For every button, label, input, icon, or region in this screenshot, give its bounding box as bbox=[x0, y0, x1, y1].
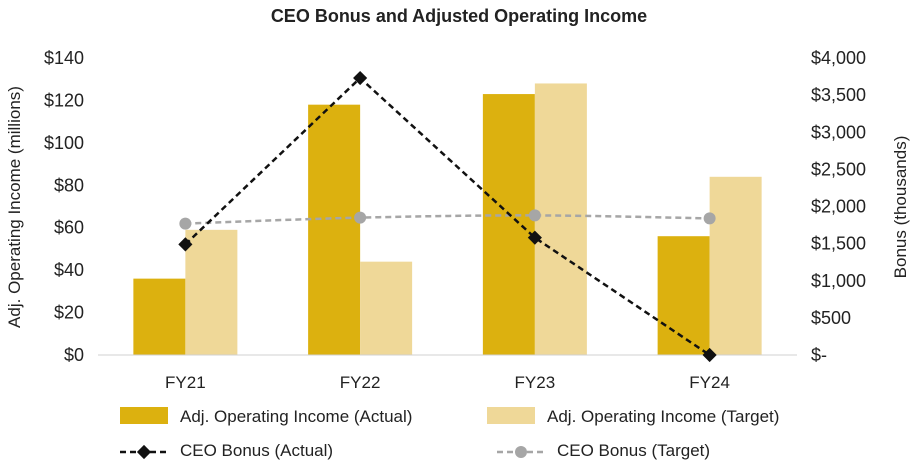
legend-label-target-income: Adj. Operating Income (Target) bbox=[547, 407, 779, 426]
category-label: FY24 bbox=[689, 373, 730, 392]
legend: Adj. Operating Income (Actual) Adj. Oper… bbox=[120, 407, 779, 460]
bar-target-income bbox=[185, 229, 238, 355]
left-tick-label: $40 bbox=[54, 260, 84, 280]
marker-target-bonus bbox=[528, 209, 541, 222]
right-tick-label: $3,000 bbox=[811, 122, 866, 142]
legend-swatch-actual-income bbox=[120, 407, 168, 424]
left-tick-label: $20 bbox=[54, 303, 84, 323]
category-labels: FY21 FY22 FY23 FY24 bbox=[165, 373, 730, 392]
line-series bbox=[178, 70, 717, 363]
right-tick-label: $1,500 bbox=[811, 234, 866, 254]
marker-target-bonus bbox=[703, 212, 716, 225]
right-tick-label: $2,500 bbox=[811, 159, 866, 179]
chart-title: CEO Bonus and Adjusted Operating Income bbox=[271, 6, 647, 26]
left-tick-label: $120 bbox=[44, 90, 84, 110]
bar-series bbox=[133, 83, 762, 356]
bar-actual-income bbox=[482, 94, 535, 356]
legend-label-actual-bonus: CEO Bonus (Actual) bbox=[180, 441, 333, 460]
legend-marker-target-bonus bbox=[515, 446, 527, 458]
right-tick-label: $4,000 bbox=[811, 48, 866, 68]
right-tick-label: $500 bbox=[811, 308, 851, 328]
bar-target-income bbox=[534, 83, 587, 355]
left-tick-label: $80 bbox=[54, 175, 84, 195]
legend-swatch-target-income bbox=[487, 407, 535, 424]
category-label: FY22 bbox=[340, 373, 381, 392]
left-tick-label: $60 bbox=[54, 218, 84, 238]
left-axis-ticks: $0 $20 $40 $60 $80 $100 $120 $140 bbox=[44, 48, 84, 365]
bar-actual-income bbox=[657, 236, 710, 355]
left-tick-label: $0 bbox=[64, 345, 84, 365]
bar-target-income bbox=[360, 261, 413, 355]
marker-target-bonus bbox=[354, 211, 367, 224]
marker-actual-bonus bbox=[702, 347, 717, 363]
marker-actual-bonus bbox=[353, 70, 368, 86]
bar-target-income bbox=[709, 176, 762, 355]
right-axis-ticks: $- $500 $1,000 $1,500 $2,000 $2,500 $3,000 $3,5… bbox=[811, 48, 866, 365]
legend-label-target-bonus: CEO Bonus (Target) bbox=[557, 441, 710, 460]
left-axis-label: Adj. Operating Income (millions) bbox=[5, 86, 24, 328]
marker-actual-bonus bbox=[527, 230, 542, 245]
bar-actual-income bbox=[133, 278, 186, 355]
right-tick-label: $- bbox=[811, 345, 827, 365]
category-label: FY23 bbox=[515, 373, 556, 392]
right-tick-label: $1,000 bbox=[811, 271, 866, 291]
right-tick-label: $2,000 bbox=[811, 197, 866, 217]
line-target-bonus bbox=[185, 214, 710, 225]
legend-marker-actual-bonus bbox=[136, 444, 152, 460]
legend-label-actual-income: Adj. Operating Income (Actual) bbox=[180, 407, 412, 426]
category-label: FY21 bbox=[165, 373, 206, 392]
marker-actual-bonus bbox=[178, 237, 193, 252]
marker-target-bonus bbox=[179, 217, 192, 230]
right-axis-label: Bonus (thousands) bbox=[891, 136, 910, 279]
right-tick-label: $3,500 bbox=[811, 85, 866, 105]
bar-actual-income bbox=[308, 104, 361, 356]
left-tick-label: $140 bbox=[44, 48, 84, 68]
line-actual-bonus bbox=[184, 76, 711, 357]
left-tick-label: $100 bbox=[44, 133, 84, 153]
